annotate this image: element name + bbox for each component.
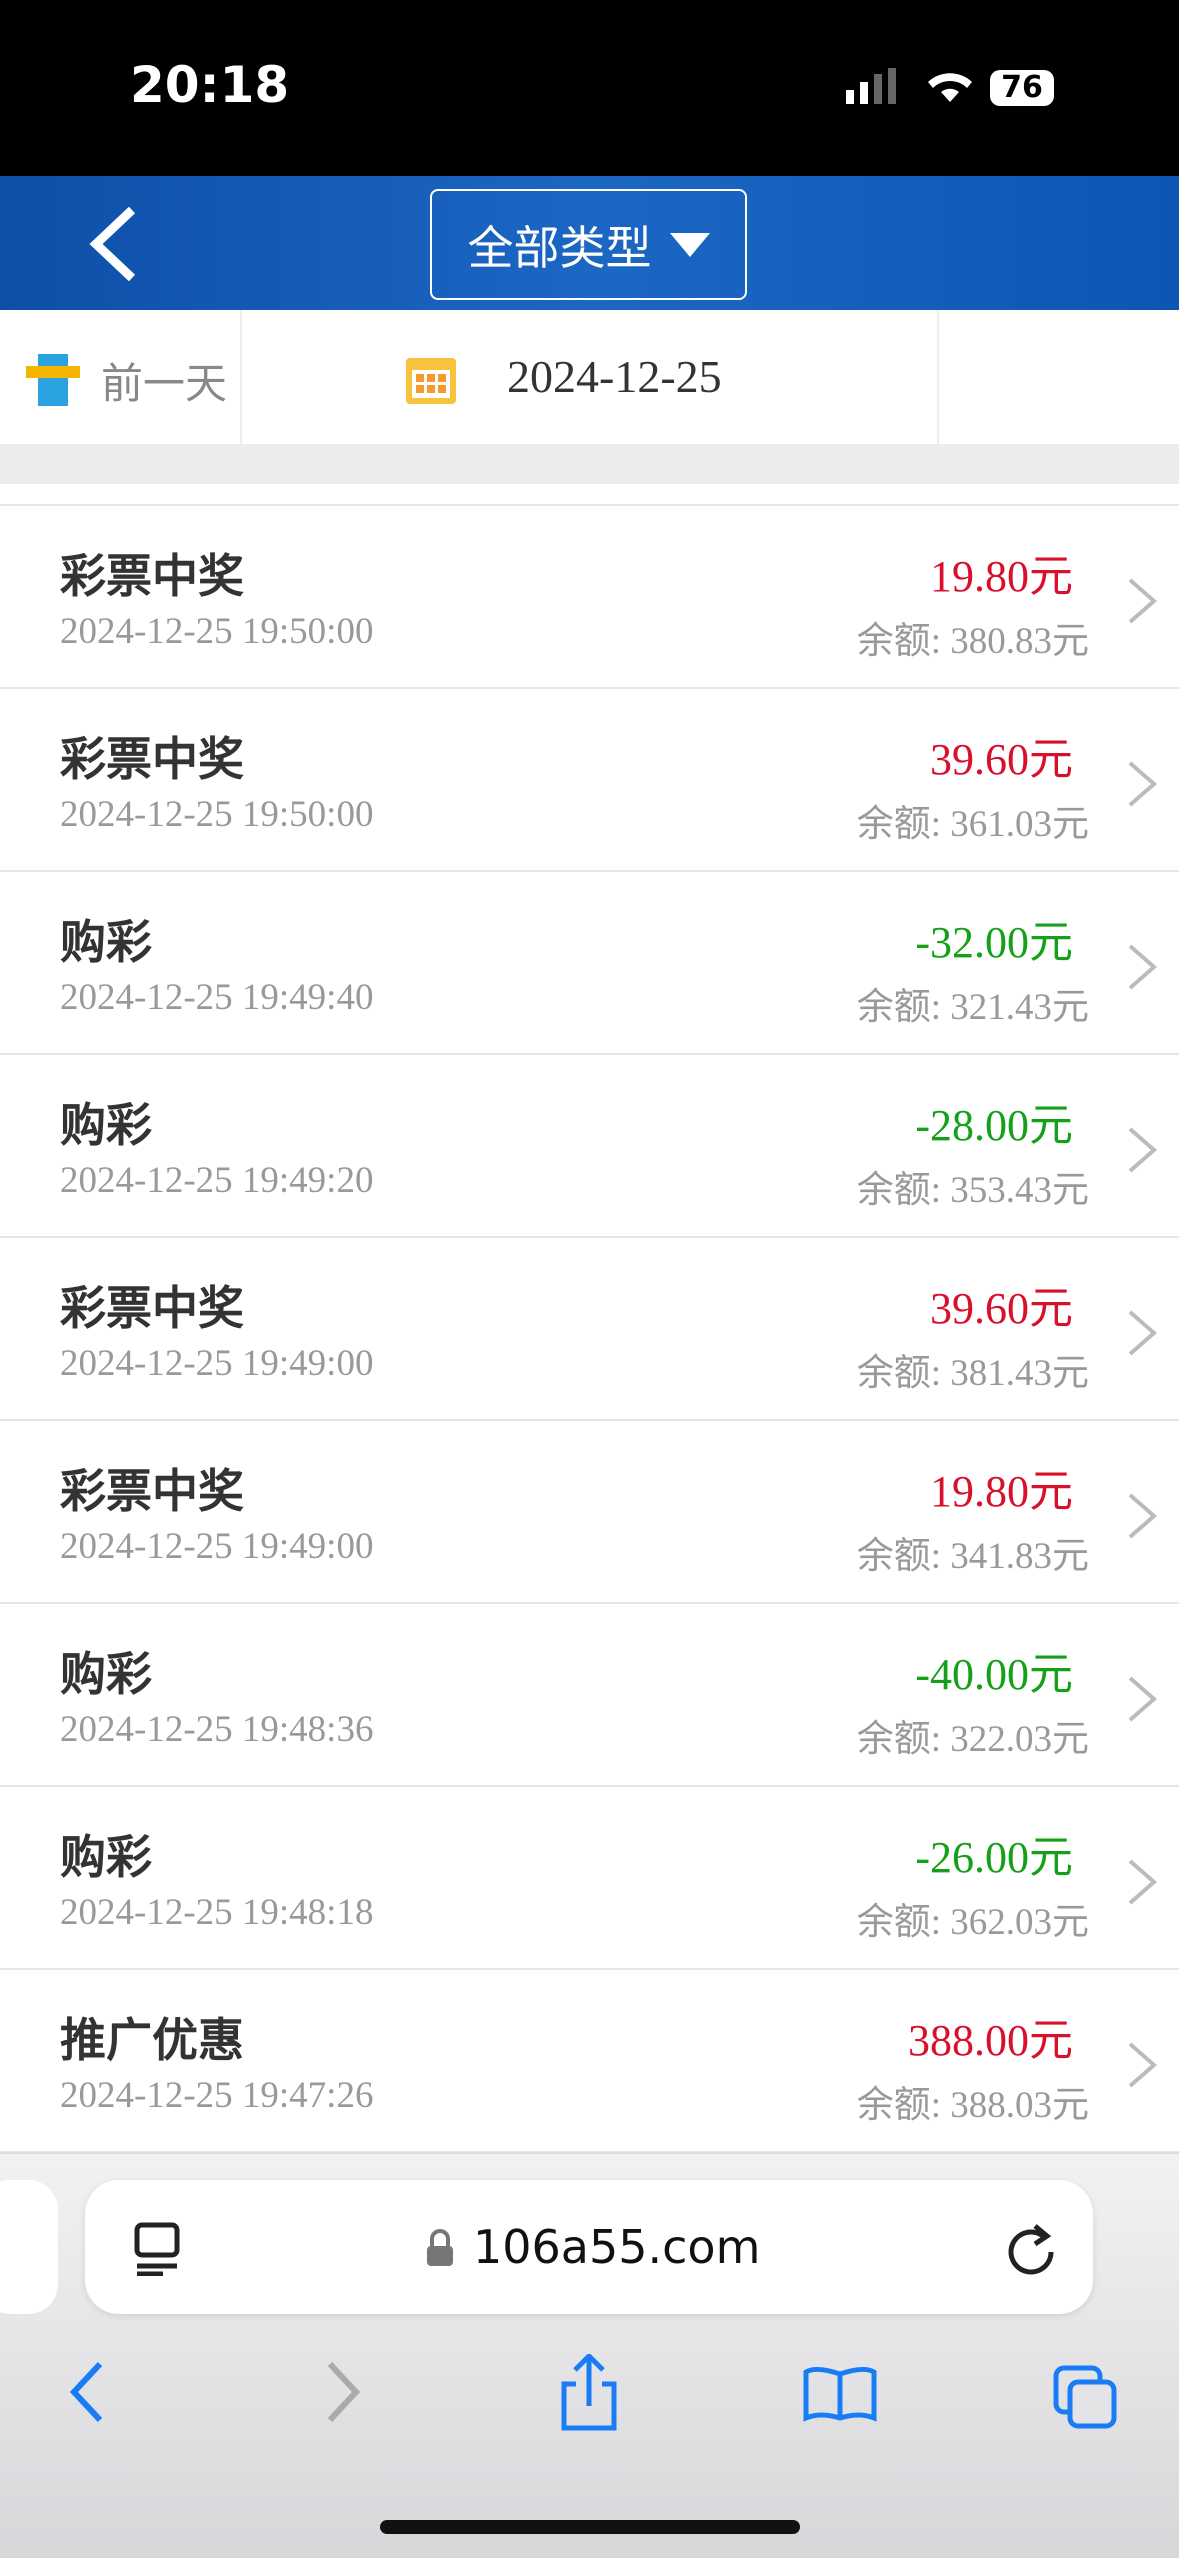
reader-icon[interactable] [133, 2222, 183, 2276]
prev-icon [26, 354, 80, 406]
battery-level: 76 [1001, 70, 1043, 105]
chevron [1128, 1127, 1158, 1173]
record-time: 2024-12-25 19:50:00 [60, 794, 374, 835]
gap [0, 444, 1179, 484]
header [0, 176, 1179, 310]
home-indicator [380, 2520, 800, 2534]
chevron [1128, 1859, 1158, 1905]
reload-icon[interactable] [1005, 2222, 1057, 2276]
toolbar [69, 2354, 1117, 2534]
record-title: 彩票中奖 [60, 1281, 244, 1335]
forward[interactable] [327, 2361, 361, 2423]
record-amount: -26.00元 [915, 1833, 1073, 1882]
record-balance: 余额: 380.83元 [856, 621, 1089, 662]
record-list: 彩票中奖 2024-12-25 19:50:00 19.80元 余额: 380.83元… [0, 504, 1179, 2153]
record-balance: 余额: 381.43元 [856, 1353, 1089, 1394]
record-title: 彩票中奖 [60, 549, 244, 603]
record-title: 购彩 [60, 1647, 152, 1701]
record-time: 2024-12-25 19:49:20 [60, 1160, 374, 1201]
record-balance: 余额: 362.03元 [856, 1902, 1089, 1943]
record-balance: 余额: 341.83元 [856, 1536, 1089, 1577]
record-row[interactable]: 购彩 2024-12-25 19:48:36 -40.00元余额: 322.03元 [0, 1604, 1179, 1787]
calendar-icon[interactable] [404, 352, 458, 406]
back-button[interactable] [82, 204, 142, 284]
record-time: 2024-12-25 19:49:40 [60, 977, 374, 1018]
record-row[interactable]: 彩票中奖 2024-12-25 19:50:00 19.80元余额: 380.83元 [0, 506, 1179, 689]
filter-dropdown[interactable]: 全部类型 [430, 189, 747, 300]
status-icons [846, 68, 1054, 106]
lock-icon [427, 2229, 453, 2266]
record-row[interactable]: 购彩 2024-12-25 19:49:40 -32.00元余额: 321.43元 [0, 872, 1179, 1055]
record-row[interactable]: 彩票中奖 2024-12-25 19:50:00 39.60元余额: 361.03元 [0, 689, 1179, 872]
browser-bar: 106a55.com [0, 2152, 1179, 2558]
record-amount: 39.60元 [930, 735, 1073, 784]
dropdown-arrow [669, 232, 710, 257]
record-time: 2024-12-25 19:50:00 [60, 611, 374, 652]
record-time: 2024-12-25 19:49:00 [60, 1343, 374, 1384]
record-title: 彩票中奖 [60, 732, 244, 786]
date-bar: 前一天 2024-12-25 [0, 310, 1179, 444]
record-title: 彩票中奖 [60, 1464, 244, 1518]
record-row[interactable]: 彩票中奖 2024-12-25 19:49:00 39.60元余额: 381.43元 [0, 1238, 1179, 1421]
filter-label: 全部类型 [467, 220, 652, 275]
record-amount: -40.00元 [915, 1650, 1073, 1699]
record-row[interactable]: 推广优惠 2024-12-25 19:47:26 388.00元余额: 388.03… [0, 1970, 1179, 2153]
date: 2024-12-25 [507, 351, 722, 402]
tabs[interactable] [1053, 2365, 1117, 2429]
record-title: 购彩 [60, 1830, 152, 1884]
chevron [1128, 1310, 1158, 1356]
chevron [1128, 944, 1158, 990]
divider [937, 310, 939, 444]
record-amount: -32.00元 [915, 918, 1073, 967]
chevron [1128, 1493, 1158, 1539]
bookmarks[interactable] [803, 2366, 877, 2422]
back[interactable] [69, 2361, 103, 2423]
record-title: 购彩 [60, 915, 152, 969]
record-row[interactable]: 购彩 2024-12-25 19:49:20 -28.00元余额: 353.43元 [0, 1055, 1179, 1238]
record-balance: 余额: 322.03元 [856, 1719, 1089, 1760]
record-title: 推广优惠 [60, 2013, 244, 2067]
record-balance: 余额: 361.03元 [856, 804, 1089, 845]
record-row[interactable]: 购彩 2024-12-25 19:48:18 -26.00元余额: 362.03元 [0, 1787, 1179, 1970]
status-bar: 20:18 76 [0, 0, 1179, 176]
record-row[interactable]: 彩票中奖 2024-12-25 19:49:00 19.80元余额: 341.83元 [0, 1421, 1179, 1604]
record-amount: 19.80元 [930, 552, 1073, 601]
record-time: 2024-12-25 19:48:36 [60, 1709, 374, 1750]
chevron [1128, 2042, 1158, 2088]
record-balance: 余额: 321.43元 [856, 987, 1089, 1028]
record-time: 2024-12-25 19:49:00 [60, 1526, 374, 1567]
record-amount: 19.80元 [930, 1467, 1073, 1516]
share[interactable] [561, 2354, 617, 2431]
tab-peek [0, 2180, 58, 2314]
chevron [1128, 578, 1158, 624]
record-balance: 余额: 388.03元 [856, 2085, 1089, 2126]
divider [240, 310, 242, 444]
chevron [1128, 761, 1158, 807]
record-time: 2024-12-25 19:48:18 [60, 1892, 374, 1933]
record-amount: 39.60元 [930, 1284, 1073, 1333]
chevron [1128, 1676, 1158, 1722]
record-title: 购彩 [60, 1098, 152, 1152]
record-amount: -28.00元 [915, 1101, 1073, 1150]
prev-day[interactable]: 前一天 [101, 359, 228, 408]
record-balance: 余额: 353.43元 [856, 1170, 1089, 1211]
clock: 20:18 [130, 56, 290, 114]
record-time: 2024-12-25 19:47:26 [60, 2075, 374, 2116]
record-amount: 388.00元 [908, 2016, 1073, 2065]
url-field[interactable]: 106a55.com [85, 2180, 1093, 2314]
url: 106a55.com [473, 2220, 761, 2274]
